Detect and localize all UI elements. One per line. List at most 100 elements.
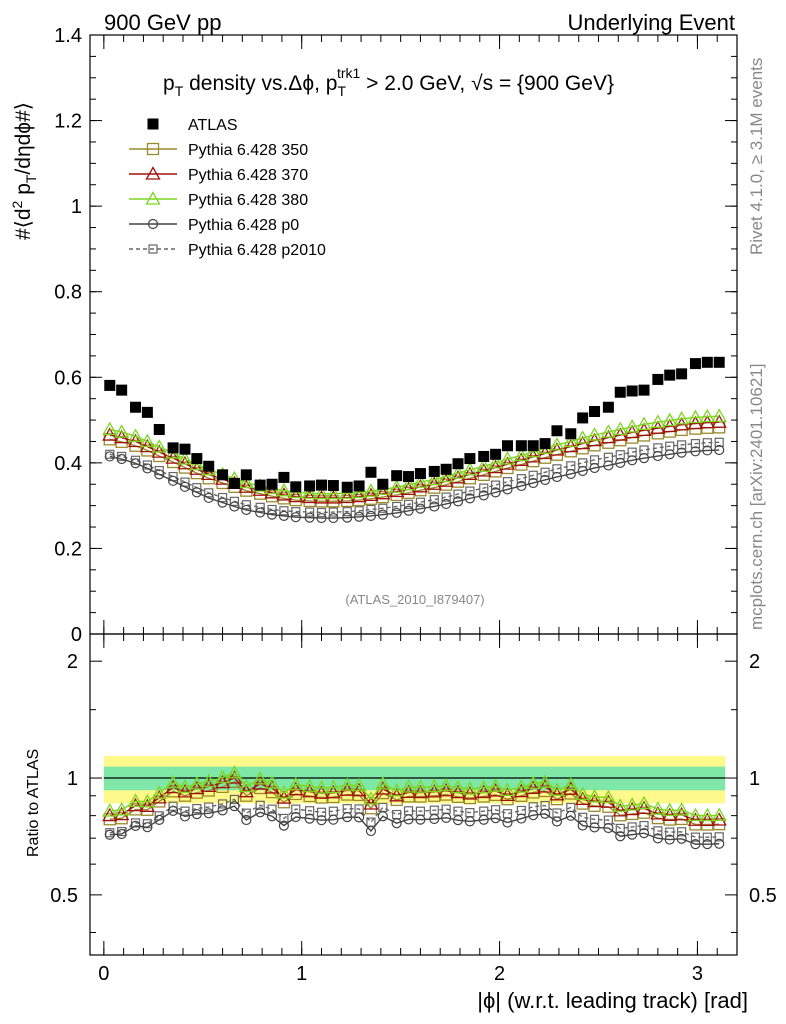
point-pythia-6-428-p0 xyxy=(429,501,440,512)
point-pythia-6-428-p2010 xyxy=(217,492,228,503)
point-pythia-6-428-370 xyxy=(351,488,367,503)
ratio-point-pythia-6-428-p2010 xyxy=(305,806,315,816)
ratio-point-pythia-6-428-p0 xyxy=(415,814,426,825)
ratio-point-pythia-6-428-p2010 xyxy=(676,827,687,837)
ratio-point-pythia-6-428-p0 xyxy=(391,818,402,829)
point-pythia-6-428-p0 xyxy=(377,509,388,520)
ratio-point-pythia-6-428-370 xyxy=(389,787,405,802)
atlas-point xyxy=(626,385,638,397)
atlas-point xyxy=(365,466,377,478)
point-pythia-6-428-380 xyxy=(575,430,591,444)
ratio-point-pythia-6-428-p0 xyxy=(241,814,252,826)
ratio-point-pythia-6-428-380 xyxy=(586,789,603,803)
atlas-point xyxy=(167,442,179,454)
atlas-point xyxy=(278,471,290,483)
atlas-point xyxy=(614,386,626,398)
ratio-point-pythia-6-428-370 xyxy=(650,806,666,820)
point-pythia-6-428-p2010 xyxy=(279,506,289,516)
ratio-point-pythia-6-428-380 xyxy=(389,782,405,797)
header-right: Underlying Event xyxy=(567,10,735,35)
point-pythia-6-428-p0 xyxy=(551,471,563,483)
ratio-point-pythia-6-428-p0 xyxy=(142,822,153,833)
point-pythia-6-428-p0 xyxy=(565,468,576,480)
ratio-point-pythia-6-428-380 xyxy=(687,807,704,822)
point-pythia-6-428-370 xyxy=(400,481,417,496)
point-pythia-6-428-380 xyxy=(636,416,652,431)
ratio-point-pythia-6-428-380 xyxy=(699,807,715,822)
main-panel: 0 0.2 0.4 0.6 0.8 1 1.2 1.4 xyxy=(54,25,738,646)
point-pythia-6-428-p0 xyxy=(278,510,290,522)
atlas-point xyxy=(501,440,513,452)
ratio-point-pythia-6-428-380 xyxy=(462,781,478,795)
point-pythia-6-428-p0 xyxy=(441,498,452,510)
point-pythia-6-428-p0 xyxy=(304,512,315,523)
atlas-point xyxy=(577,412,589,424)
ratio-point-pythia-6-428-380 xyxy=(351,777,367,792)
atlas-point xyxy=(341,481,353,493)
ratio-point-pythia-6-428-380 xyxy=(325,779,341,794)
ratio-point-pythia-6-428-380 xyxy=(276,785,292,799)
ratio-point-pythia-6-428-380 xyxy=(673,802,690,816)
point-pythia-6-428-p2010 xyxy=(491,480,501,490)
point-pythia-6-428-380 xyxy=(139,433,155,448)
point-pythia-6-428-p0 xyxy=(328,512,339,524)
point-pythia-6-428-p2010 xyxy=(453,489,463,499)
point-pythia-6-428-380 xyxy=(450,465,466,479)
ratio-point-pythia-6-428-p0 xyxy=(490,813,501,824)
ratio-point-pythia-6-428-370 xyxy=(537,779,553,793)
ratio-point-pythia-6-428-380 xyxy=(363,791,379,805)
point-pythia-6-428-380 xyxy=(612,421,628,436)
ratio-point-pythia-6-428-p0 xyxy=(452,815,464,826)
point-pythia-6-428-p2010 xyxy=(516,474,526,484)
atlas-point xyxy=(452,458,464,470)
point-pythia-6-428-380 xyxy=(389,479,405,493)
ratio-point-pythia-6-428-p0 xyxy=(690,839,701,850)
point-pythia-6-428-p0 xyxy=(615,457,626,468)
point-pythia-6-428-p2010 xyxy=(479,483,489,493)
atlas-point xyxy=(179,443,191,455)
ratio-point-pythia-6-428-380 xyxy=(177,779,193,793)
ratio-point-pythia-6-428-p0 xyxy=(702,839,713,850)
atlas-point xyxy=(290,481,302,493)
point-pythia-6-428-p2010 xyxy=(676,440,687,450)
ratio-point-pythia-6-428-p2010 xyxy=(192,803,202,814)
ratio-point-pythia-6-428-370 xyxy=(487,783,504,797)
ratio-ytick-label-right: 2 xyxy=(749,651,760,673)
main-ytick-label: 0.8 xyxy=(54,282,82,304)
atlas-point xyxy=(589,406,601,418)
ratio-point-pythia-6-428-p0 xyxy=(577,820,588,831)
atlas-point xyxy=(130,401,142,413)
main-ytick-label: 1.2 xyxy=(54,111,82,133)
point-pythia-6-428-370 xyxy=(426,476,442,490)
point-pythia-6-428-p0 xyxy=(130,458,141,469)
legend-label: Pythia 6.428 350 xyxy=(188,142,308,159)
ratio-point-pythia-6-428-p0 xyxy=(168,805,179,816)
ratio-point-pythia-6-428-p0 xyxy=(429,813,440,825)
point-pythia-6-428-p0 xyxy=(168,475,179,486)
atlas-point xyxy=(428,465,440,477)
point-pythia-6-428-380 xyxy=(438,468,454,483)
ratio-ytick-label-right: 0.5 xyxy=(749,885,777,907)
legend-marker xyxy=(146,142,160,156)
ratio-point-pythia-6-428-380 xyxy=(264,775,280,789)
ratio-point-pythia-6-428-p0 xyxy=(179,811,191,822)
point-pythia-6-428-p0 xyxy=(528,477,539,489)
ratio-point-pythia-6-428-370 xyxy=(165,779,181,794)
atlas-point xyxy=(228,477,240,489)
ratio-line-pythia-6-428-380 xyxy=(109,772,720,817)
ratio-point-pythia-6-428-380 xyxy=(302,778,318,793)
ratio-point-pythia-6-428-p0 xyxy=(603,822,614,834)
ratio-point-pythia-6-428-380 xyxy=(339,777,355,791)
atlas-point xyxy=(353,480,365,492)
point-pythia-6-428-p0 xyxy=(452,496,464,507)
point-pythia-6-428-p0 xyxy=(577,465,588,477)
ratio-point-pythia-6-428-370 xyxy=(525,780,541,794)
ratio-point-pythia-6-428-p0 xyxy=(342,812,353,823)
point-pythia-6-428-380 xyxy=(238,474,254,489)
point-pythia-6-428-p0 xyxy=(191,487,202,498)
mcplots-label: mcplots.cern.ch [arXiv:2401.10621] xyxy=(747,364,766,630)
ratio-point-pythia-6-428-370 xyxy=(600,794,617,808)
main-ytick-label: 1.4 xyxy=(54,25,82,47)
ratio-point-pythia-6-428-380 xyxy=(662,802,678,817)
point-pythia-6-428-p2010 xyxy=(255,502,265,512)
